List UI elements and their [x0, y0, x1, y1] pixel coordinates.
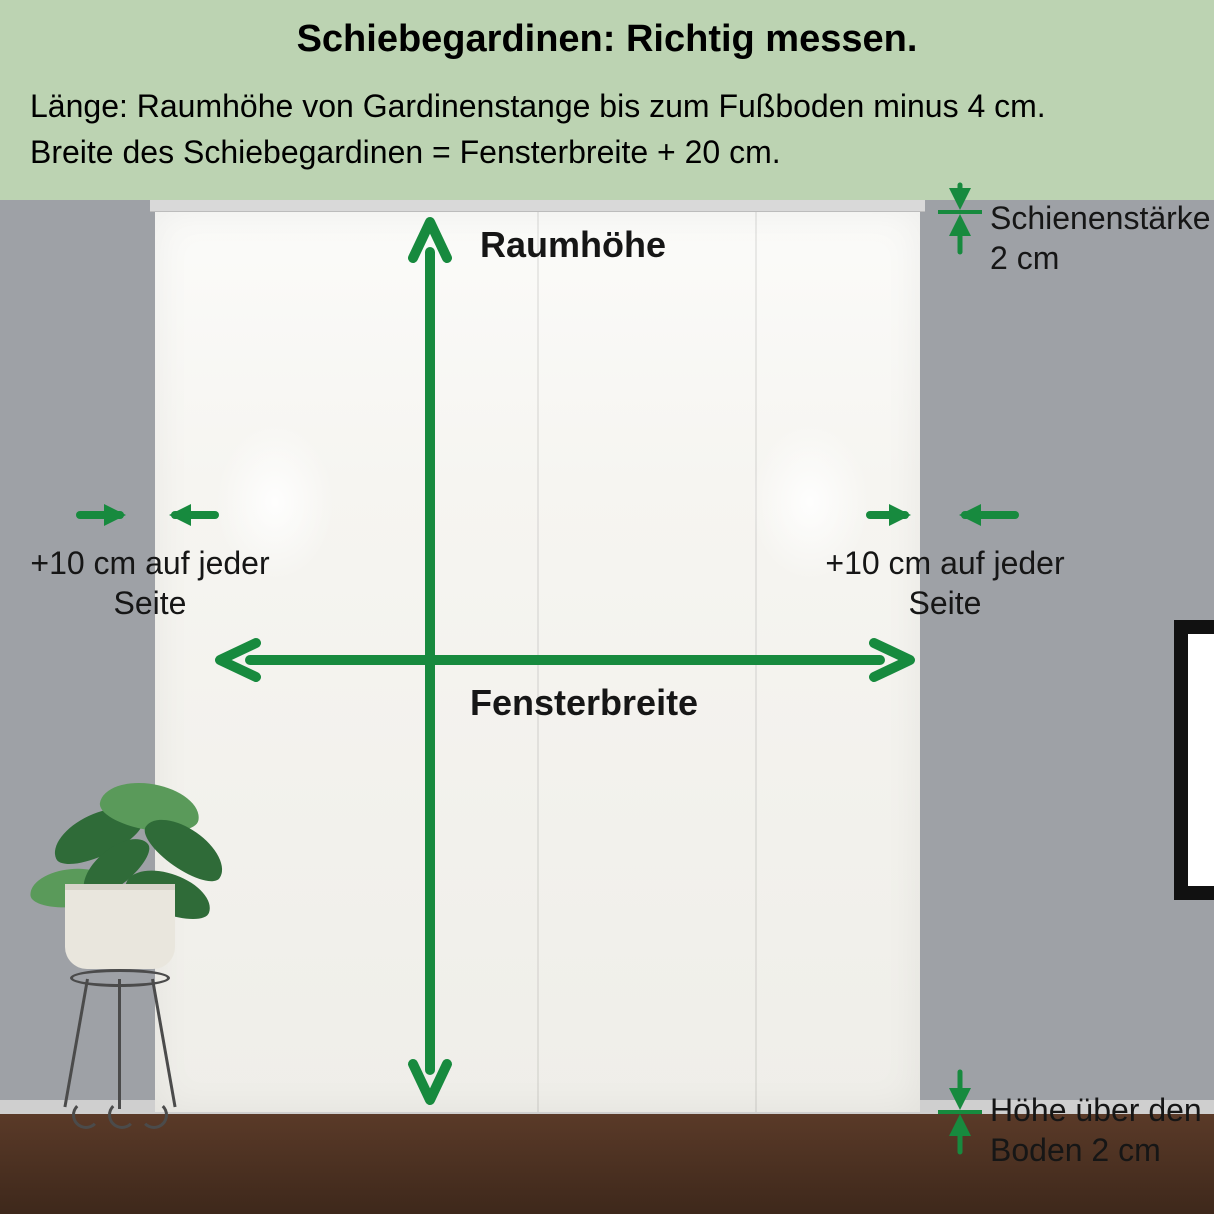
picture-frame — [1174, 620, 1214, 900]
subtitle-line-1: Länge: Raumhöhe von Gardinenstange bis z… — [30, 88, 1046, 124]
subtitle: Länge: Raumhöhe von Gardinenstange bis z… — [30, 83, 1184, 176]
plant-pot — [65, 884, 175, 969]
rail-thickness-text: Schienenstärke — [990, 200, 1211, 236]
header-banner: Schiebegardinen: Richtig messen. Länge: … — [0, 0, 1214, 200]
infographic-stage: Schiebegardinen: Richtig messen. Länge: … — [0, 0, 1214, 1214]
panel-seam — [755, 212, 757, 1112]
floor-gap-value: Boden 2 cm — [990, 1132, 1161, 1168]
curtain-rail — [150, 200, 925, 212]
plant-decoration — [20, 774, 210, 1134]
subtitle-line-2: Breite des Schiebegardinen = Fensterbrei… — [30, 134, 781, 170]
panel-seam — [537, 212, 539, 1112]
label-side-margin-left: +10 cm auf jeder Seite — [0, 543, 300, 623]
label-rail-thickness: Schienenstärke 2 cm — [990, 198, 1211, 278]
label-window-width: Fensterbreite — [470, 680, 698, 725]
rail-thickness-value: 2 cm — [990, 240, 1059, 276]
floor-gap-text: Höhe über den — [990, 1092, 1202, 1128]
label-floor-gap: Höhe über den Boden 2 cm — [990, 1090, 1202, 1170]
title: Schiebegardinen: Richtig messen. — [30, 18, 1184, 61]
curtain-panels — [155, 212, 920, 1112]
plant-stand-frame — [80, 969, 160, 1129]
label-side-margin-right: +10 cm auf jeder Seite — [790, 543, 1100, 623]
label-room-height: Raumhöhe — [480, 222, 666, 267]
